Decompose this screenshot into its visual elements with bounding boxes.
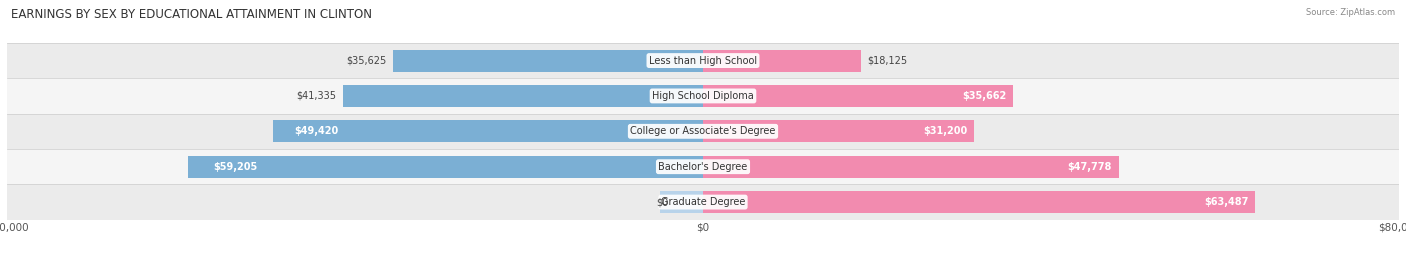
Bar <box>703 85 1014 107</box>
Bar <box>7 184 1399 220</box>
Text: Graduate Degree: Graduate Degree <box>661 197 745 207</box>
Text: Less than High School: Less than High School <box>650 55 756 66</box>
Bar <box>7 149 1399 184</box>
Bar <box>7 43 1399 78</box>
Bar <box>7 78 1399 114</box>
Text: Bachelor's Degree: Bachelor's Degree <box>658 162 748 172</box>
Bar <box>703 50 860 72</box>
Bar <box>273 120 703 142</box>
Text: Source: ZipAtlas.com: Source: ZipAtlas.com <box>1306 8 1395 17</box>
Text: $31,200: $31,200 <box>924 126 967 136</box>
Bar <box>343 85 703 107</box>
Bar <box>7 114 1399 149</box>
Text: College or Associate's Degree: College or Associate's Degree <box>630 126 776 136</box>
Text: High School Diploma: High School Diploma <box>652 91 754 101</box>
Text: $18,125: $18,125 <box>868 55 908 66</box>
Bar <box>703 120 974 142</box>
Bar <box>394 50 703 72</box>
Text: $63,487: $63,487 <box>1204 197 1249 207</box>
Text: $35,662: $35,662 <box>962 91 1007 101</box>
Text: $59,205: $59,205 <box>214 162 257 172</box>
Text: $47,778: $47,778 <box>1067 162 1112 172</box>
Text: EARNINGS BY SEX BY EDUCATIONAL ATTAINMENT IN CLINTON: EARNINGS BY SEX BY EDUCATIONAL ATTAINMEN… <box>11 8 373 21</box>
Text: $49,420: $49,420 <box>295 126 339 136</box>
Bar <box>703 156 1119 178</box>
Text: $35,625: $35,625 <box>346 55 387 66</box>
Text: $41,335: $41,335 <box>297 91 336 101</box>
Bar <box>703 191 1256 213</box>
Bar <box>188 156 703 178</box>
Text: $0: $0 <box>657 197 668 207</box>
Bar <box>659 191 703 213</box>
